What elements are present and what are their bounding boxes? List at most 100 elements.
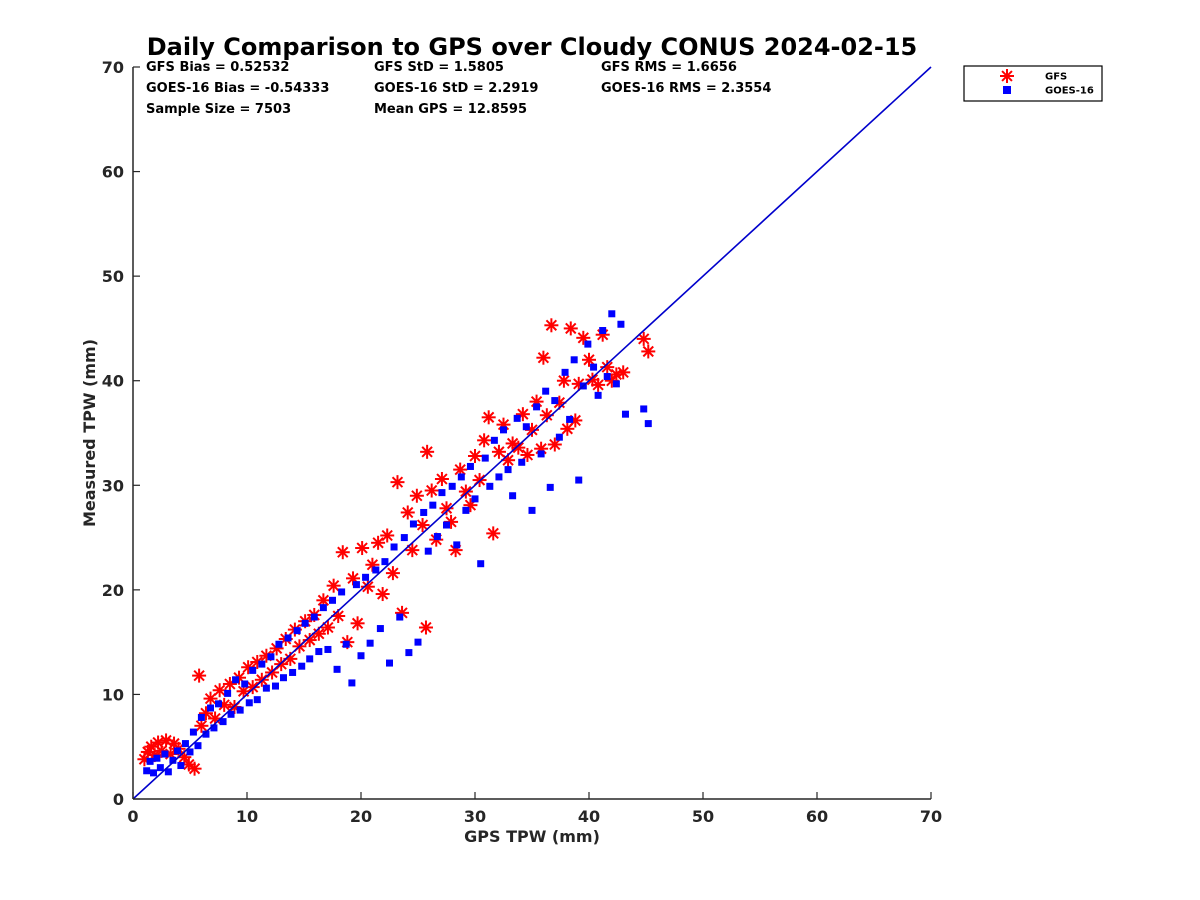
data-point [245,699,253,707]
data-point [500,426,507,434]
x-tick-label: 20 [350,807,372,826]
x-tick-label: 50 [692,807,714,826]
data-point [236,706,244,714]
data-point [584,340,592,348]
data-point [420,444,435,459]
data-point [415,518,430,533]
stats-panel: GFS Bias = 0.52532 GFS StD = 1.5805 GFS RM… [146,60,771,117]
data-point [186,748,194,756]
data-point [194,718,209,733]
data-point [400,534,408,542]
data-point [609,367,624,382]
x-tick-label: 10 [236,807,258,826]
data-point [466,462,474,470]
data-point [355,541,370,556]
data-point [591,377,606,392]
data-point [458,484,473,499]
series-goes-16 [143,310,652,777]
data-point [143,767,151,775]
data-point [316,593,331,608]
data-point [546,483,554,491]
data-point [381,558,389,566]
data-point [641,344,656,359]
data-point [443,521,450,529]
data-point [241,680,249,688]
stat-text: Mean GPS = 12.8595 [374,102,527,117]
y-tick-label: 20 [102,581,124,600]
y-tick-label: 50 [102,267,124,286]
stat-text: Sample Size = 7503 [146,102,291,117]
data-point [405,543,420,558]
data-point [453,541,461,549]
y-tick-label: 30 [102,476,124,495]
data-point [326,578,341,593]
data-point [258,660,266,668]
data-point [210,724,218,732]
data-point [575,476,583,484]
data-point [400,505,415,520]
data-point [245,680,260,695]
legend-label: GFS [1045,72,1067,83]
data-point [376,625,384,633]
data-point [227,710,235,718]
data-point [215,700,222,708]
data-point [616,365,631,380]
data-point [371,535,386,550]
data-point [207,704,215,712]
data-point [621,410,629,418]
data-point [348,679,356,687]
data-point [551,397,559,405]
data-point [306,655,314,663]
data-point [520,447,535,462]
data-point [424,547,432,555]
data-point [582,352,596,367]
data-point [219,718,227,726]
data-point [203,691,218,706]
data-point [468,449,482,464]
data-point [439,501,454,516]
stat-text: GFS StD = 1.5805 [374,60,504,75]
data-point [563,321,578,336]
data-point [275,640,283,648]
data-point [161,750,169,758]
data-point [603,373,611,381]
data-point [202,730,210,738]
data-point [372,566,380,574]
data-point [561,368,569,376]
data-point [414,638,422,646]
data-point [380,528,395,543]
data-point [462,506,470,514]
data-point [150,769,158,777]
data-point [566,415,574,423]
data-point [192,668,207,683]
data-point [594,391,602,399]
data-point [302,633,317,648]
data-point [333,665,341,673]
y-tick-label: 10 [102,685,124,704]
stat-text: GFS RMS = 1.6656 [601,60,737,75]
data-point [224,689,232,697]
stat-text: GOES-16 RMS = 2.3554 [601,81,771,96]
one-to-one-line [132,66,932,800]
data-point [486,482,494,490]
data-point [301,619,309,627]
data-point [636,331,651,346]
data-point [486,526,501,541]
y-tick-label: 0 [113,790,124,809]
data-point [533,403,541,411]
data-point [146,757,154,765]
y-axis-ticks: 0 10 20 30 40 50 60 70 [102,58,140,809]
x-axis-ticks: 0 10 20 30 40 50 60 70 [127,792,942,826]
data-point [608,310,616,318]
data-point [570,356,578,364]
stat-text: GOES-16 StD = 2.2919 [374,81,538,96]
data-point [310,613,318,621]
data-point [509,492,517,500]
legend-marker [1003,86,1011,94]
data-point [232,676,240,684]
data-point [350,616,365,631]
data-point [177,762,185,770]
data-point [528,506,536,514]
